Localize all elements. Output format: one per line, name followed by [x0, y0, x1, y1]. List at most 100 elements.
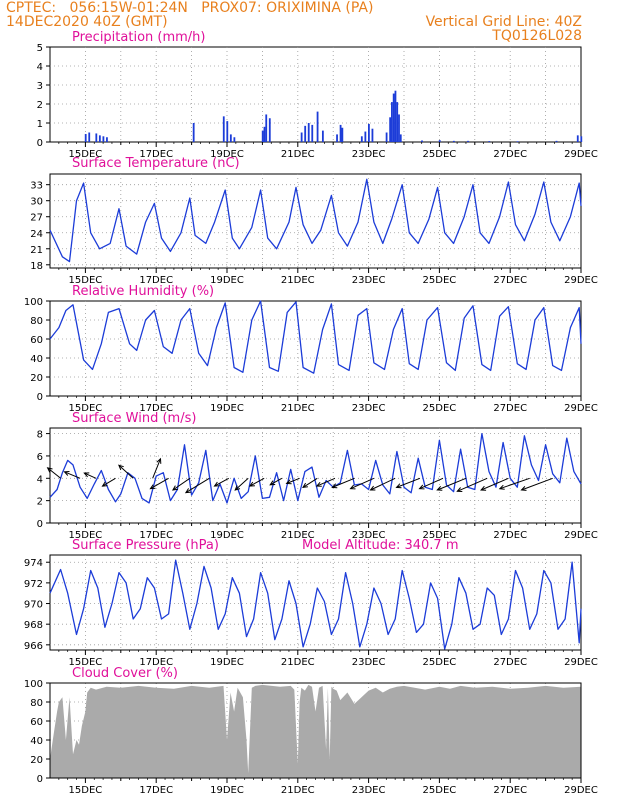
cloud-xtick-label: 17DEC	[139, 785, 173, 796]
cloud-ytick-label: 100	[24, 679, 43, 690]
rh-xtick-label: 27DEC	[493, 403, 527, 414]
pres-series-line	[49, 559, 582, 650]
wind-wind-vector-head	[234, 485, 241, 491]
wind-wind-vector-head	[480, 485, 487, 491]
precip-bar	[385, 132, 388, 142]
wind-wind-vector	[234, 477, 249, 491]
wind-title: Surface Wind (m/s)	[72, 411, 196, 426]
precip-xtick-label: 15DEC	[69, 149, 103, 160]
precip-bar	[102, 136, 105, 142]
precip-xtick-label: 23DEC	[352, 149, 386, 160]
cloud-xtick-label: 27DEC	[493, 785, 527, 796]
wind-xtick-label: 17DEC	[139, 530, 173, 541]
cloud-xtick-label: 25DEC	[423, 785, 457, 796]
cloud-xtick-label: 29DEC	[564, 785, 598, 796]
temp-xtick-label: 21DEC	[281, 275, 315, 286]
wind-wind-vector	[302, 477, 318, 488]
wind-wind-vector	[350, 477, 375, 490]
wind-wind-vector	[370, 477, 396, 491]
grid-note: Vertical Grid Line: 40Z	[425, 14, 582, 30]
pres-ytick-label: 966	[24, 641, 43, 652]
cloud-xtick-label: 15DEC	[69, 785, 103, 796]
precip-bar	[98, 135, 101, 142]
precip-bar	[421, 140, 423, 142]
temp-xtick-label: 25DEC	[423, 275, 457, 286]
precip-bar	[106, 137, 108, 142]
pres-ytick-label: 972	[24, 579, 43, 590]
pres-xtick-label: 23DEC	[352, 657, 386, 668]
cloud-title: Cloud Cover (%)	[72, 666, 178, 681]
temp-xtick-label: 19DEC	[210, 275, 244, 286]
pres-ytick-label: 974	[24, 558, 43, 569]
wind-wind-vector-head	[331, 483, 338, 489]
wind-wind-vector	[185, 477, 210, 494]
wind-wind-vector-head	[369, 485, 376, 491]
pres-xtick-label: 21DEC	[281, 657, 315, 668]
wind-ytick-label: 2	[37, 497, 43, 508]
header-line1: CPTEC: 056:15W-01:24N PROX07: ORIXIMINA …	[6, 0, 374, 16]
temp-frame	[49, 173, 582, 269]
wind-wind-vector	[316, 477, 336, 487]
temp-ytick-label: 33	[30, 181, 43, 192]
precip-xtick-label: 25DEC	[423, 149, 457, 160]
precip-bar	[438, 140, 441, 142]
pres-xtick-label: 27DEC	[493, 657, 527, 668]
wind-wind-vector-head	[83, 472, 90, 478]
precip-bar	[516, 141, 519, 142]
wind-wind-vector-head	[46, 467, 53, 473]
wind-wind-vector	[437, 477, 467, 491]
precip-bar	[229, 134, 232, 142]
wind-wind-vector	[84, 472, 97, 479]
precip-bar	[265, 114, 268, 142]
cloud-xtick-label: 19DEC	[210, 785, 244, 796]
wind-wind-vector-head	[171, 485, 178, 491]
rh-series-line	[49, 300, 582, 374]
wind-wind-vector-head	[213, 481, 220, 487]
rh-ytick-label: 40	[30, 354, 43, 365]
wind-wind-vector	[419, 477, 444, 490]
wind-wind-vector-head	[118, 464, 124, 471]
pres-xtick-label: 15DEC	[69, 657, 103, 668]
rh-ytick-label: 100	[24, 297, 43, 308]
cloud-frame-over	[49, 682, 582, 779]
rh-xtick-label: 23DEC	[352, 403, 386, 414]
precip-bar	[88, 132, 91, 142]
rh-xtick-label: 21DEC	[281, 403, 315, 414]
precip-bar	[226, 121, 229, 142]
precip-bar	[192, 123, 195, 142]
precip-xtick-label: 29DEC	[564, 149, 598, 160]
precip-bar	[389, 117, 392, 142]
wind-wind-vector	[214, 477, 230, 487]
precip-bar	[316, 111, 319, 142]
wind-wind-vector	[150, 477, 169, 490]
wind-xtick-label: 19DEC	[210, 530, 244, 541]
wind-wind-vector-head	[456, 487, 463, 492]
pres-note: Model Altitude: 340.7 m	[302, 538, 459, 553]
precip-bar	[360, 136, 363, 142]
wind-xtick-label: 25DEC	[423, 530, 457, 541]
rh-xtick-label: 17DEC	[139, 403, 173, 414]
precip-bar	[311, 124, 314, 142]
wind-wind-vector-head	[149, 484, 156, 490]
precip-xtick-label: 21DEC	[281, 149, 315, 160]
rh-ytick-label: 0	[37, 392, 43, 403]
precip-bar	[307, 123, 310, 142]
precip-bar	[364, 131, 367, 142]
rh-title: Relative Humidity (%)	[72, 284, 214, 299]
wind-xtick-label: 21DEC	[281, 530, 315, 541]
cloud-xtick-label: 21DEC	[281, 785, 315, 796]
precip-bar	[391, 102, 393, 142]
precip-bar	[452, 140, 455, 142]
rh-ytick-label: 80	[30, 316, 43, 327]
run-id: TQ0126L028	[492, 28, 582, 44]
precip-bar	[368, 123, 370, 142]
wind-ytick-label: 8	[37, 430, 43, 441]
wind-xtick-label: 27DEC	[493, 530, 527, 541]
wind-wind-vector	[457, 477, 488, 492]
temp-title: Surface Temperature (nC)	[72, 156, 240, 171]
precip-bar	[339, 124, 342, 142]
precip-ytick-label: 5	[37, 43, 43, 54]
cloud-ytick-label: 60	[30, 717, 43, 728]
precip-title: Precipitation (mm/h)	[72, 30, 205, 45]
temp-xtick-label: 17DEC	[139, 275, 173, 286]
